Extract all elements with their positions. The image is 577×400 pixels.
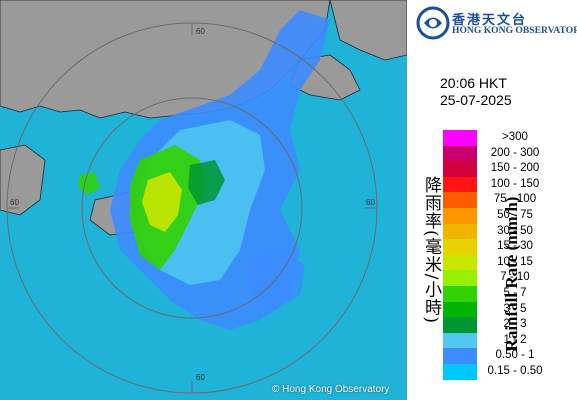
legend-label: 0.15 - 0.50 (487, 364, 543, 377)
legend-swatch (443, 285, 477, 302)
logo-text-en: HONG KONG OBSERVATORY (452, 25, 577, 36)
legend-row: 3 - 5 (443, 301, 550, 318)
ring-label-west: 60 (10, 198, 19, 207)
legend-row: 5 - 7 (443, 285, 550, 302)
legend-swatch (443, 192, 477, 208)
legend-label: 100 - 150 (490, 177, 540, 190)
echo-yellow-green (142, 172, 182, 232)
info-panel: 香港天文台 HONG KONG OBSERVATORY 20:06 HKT 25… (407, 0, 577, 400)
copyright-credit: © Hong Kong Observatory (272, 384, 390, 395)
legend-row: 0.15 - 0.50 (443, 363, 550, 380)
legend-row: 7 - 10 (443, 270, 550, 286)
legend-label: 200 - 300 (490, 146, 540, 159)
radar-map-svg: 60 60 60 60 (0, 0, 407, 394)
legend-label: 10 - 15 (497, 255, 533, 268)
legend-label: 0.50 - 1 (495, 349, 535, 362)
legend-swatch (443, 301, 477, 318)
ring-label-east: 60 (366, 198, 375, 207)
legend-row: 50 - 75 (443, 207, 550, 224)
legend-row: 30 - 50 (443, 223, 550, 240)
legend-row: 1 - 2 (443, 332, 550, 349)
legend-swatch (443, 176, 477, 193)
land-northeast (329, 0, 407, 61)
legend-swatch (443, 317, 477, 333)
timestamp-date: 25-07-2025 (440, 92, 512, 108)
legend-row: 15 - 30 (443, 239, 550, 255)
legend-swatch (443, 130, 477, 146)
legend-row: 10 - 15 (443, 254, 550, 271)
legend-swatch (443, 207, 477, 224)
legend-row: 100 - 150 (443, 176, 550, 193)
legend-label: 2 - 3 (503, 318, 527, 331)
legend-swatch (443, 332, 477, 349)
legend-label: 30 - 50 (497, 224, 533, 237)
legend-label: 7 - 10 (500, 271, 530, 284)
legend-swatch (443, 254, 477, 271)
hko-logo: 香港天文台 HONG KONG OBSERVATORY (416, 6, 577, 40)
legend-row: 200 - 300 (443, 145, 550, 162)
logo-text-cn: 香港天文台 (452, 13, 528, 28)
ring-label-north: 60 (196, 27, 205, 36)
legend-swatch (443, 161, 477, 177)
legend-label: 5 - 7 (503, 286, 527, 299)
legend-row: 2 - 3 (443, 317, 550, 333)
ring-label-south: 60 (196, 373, 205, 382)
legend-swatch (443, 145, 477, 162)
radar-map: 60 60 60 60 © Hong Kong Observatory (0, 0, 407, 400)
rainfall-legend: >300 200 - 300 150 - 200 100 - 150 75 - 100 5… (443, 130, 550, 380)
legend-label: 150 - 200 (490, 162, 540, 175)
legend-swatch (443, 270, 477, 286)
legend-row: 150 - 200 (443, 161, 550, 177)
echo-southeast (250, 250, 305, 310)
legend-swatch (443, 223, 477, 240)
timestamp-time: 20:06 HKT (440, 75, 507, 91)
legend-row: 0.50 - 1 (443, 348, 550, 364)
land-west-island (0, 144, 46, 216)
legend-swatch (443, 348, 477, 364)
legend-label: 75 - 100 (493, 193, 537, 206)
legend-swatch (443, 363, 477, 380)
legend-label: 3 - 5 (503, 302, 527, 315)
legend-label: >300 (502, 131, 528, 143)
legend-swatch (443, 239, 477, 255)
legend-row: >300 (443, 130, 550, 146)
range-ring-inner (81, 97, 303, 319)
hko-emblem-icon (416, 6, 450, 40)
legend-label: 50 - 75 (497, 208, 533, 221)
legend-label: 15 - 30 (497, 240, 533, 253)
legend-title-cn: 降雨率(毫米/小時) (421, 176, 441, 324)
range-ring-labels: 60 60 60 60 (10, 27, 375, 382)
range-rings (6, 22, 378, 394)
echo-dark-green (188, 160, 225, 205)
legend-label: 1 - 2 (503, 333, 527, 346)
rain-echoes (78, 10, 330, 330)
legend-row: 75 - 100 (443, 192, 550, 208)
